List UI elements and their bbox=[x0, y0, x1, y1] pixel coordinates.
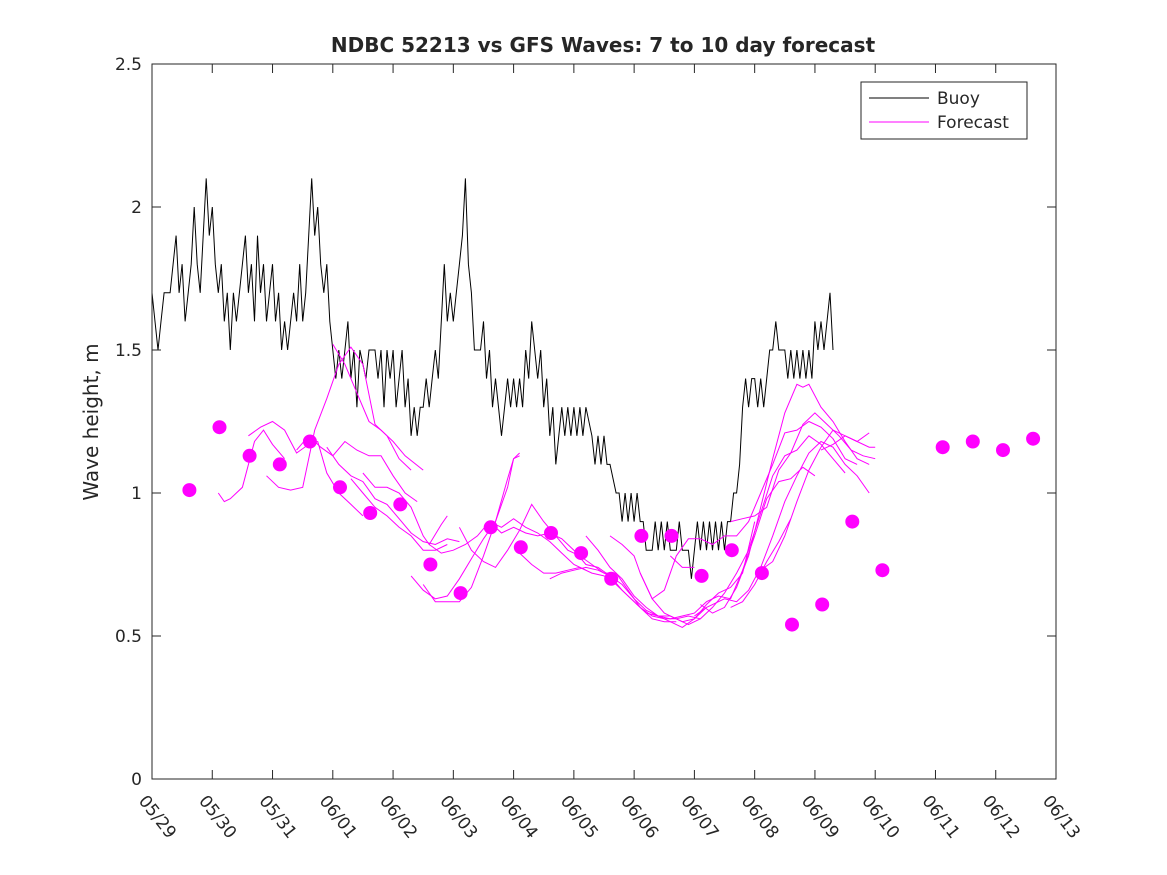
x-tick-label: 06/05 bbox=[556, 792, 602, 843]
forecast-marker-16 bbox=[634, 528, 649, 543]
forecast-series-line-19 bbox=[669, 555, 695, 568]
forecast-marker-27 bbox=[996, 443, 1010, 458]
y-tick-label: 1 bbox=[131, 484, 142, 504]
forecast-series-line-15 bbox=[549, 521, 756, 628]
forecast-marker-24 bbox=[875, 563, 890, 578]
x-tick-label: 06/07 bbox=[676, 792, 722, 843]
forecast-series-line-4 bbox=[296, 435, 418, 503]
forecast-marker-23 bbox=[845, 514, 860, 529]
y-tick-label: 0.5 bbox=[115, 627, 142, 647]
forecast-marker-17 bbox=[664, 528, 679, 543]
forecast-series-line-16 bbox=[585, 466, 816, 620]
forecast-marker-15 bbox=[604, 571, 619, 586]
legend-label-buoy: Buoy bbox=[937, 89, 980, 109]
forecast-series-line-21 bbox=[730, 412, 876, 523]
x-tick-label: 06/08 bbox=[737, 792, 783, 843]
forecast-marker-8 bbox=[393, 497, 408, 512]
x-tick-label: 06/10 bbox=[857, 792, 903, 843]
forecast-series-line-9 bbox=[410, 455, 520, 600]
forecast-marker-13 bbox=[544, 526, 558, 540]
plot-area-frame bbox=[151, 63, 1057, 780]
forecast-marker-7 bbox=[363, 506, 378, 520]
x-tick-label: 05/31 bbox=[255, 792, 301, 843]
legend-box bbox=[860, 81, 1028, 140]
forecast-marker-1 bbox=[182, 483, 197, 498]
forecast-series-line-22 bbox=[760, 429, 876, 571]
forecast-series-line-2 bbox=[248, 420, 364, 517]
forecast-marker-4 bbox=[272, 457, 287, 472]
forecast-series-line-8 bbox=[362, 472, 448, 546]
forecast-series-line-5 bbox=[332, 344, 424, 471]
forecast-marker-2 bbox=[212, 420, 227, 435]
forecast-marker-22 bbox=[815, 597, 830, 612]
legend-label-forecast: Forecast bbox=[937, 113, 1009, 133]
y-axis-label: Wave height, m bbox=[79, 343, 103, 500]
x-tick-label: 06/12 bbox=[978, 792, 1024, 843]
x-tick-label: 05/29 bbox=[134, 792, 180, 843]
forecast-marker-20 bbox=[754, 566, 769, 581]
forecast-series-line-7 bbox=[350, 478, 448, 551]
x-tick-label: 06/13 bbox=[1038, 792, 1084, 843]
forecast-marker-19 bbox=[724, 543, 739, 558]
forecast-marker-5 bbox=[302, 434, 317, 449]
y-tick-label: 2.5 bbox=[115, 55, 142, 75]
x-tick-label: 06/02 bbox=[375, 792, 421, 843]
forecast-marker-25 bbox=[935, 440, 950, 455]
x-tick-label: 06/11 bbox=[918, 792, 964, 843]
x-tick-label: 06/03 bbox=[435, 792, 481, 843]
buoy-series-line bbox=[151, 178, 834, 579]
forecast-series-line-18 bbox=[639, 420, 858, 600]
forecast-marker-11 bbox=[483, 520, 498, 535]
y-tick-label: 0 bbox=[131, 770, 142, 790]
x-tick-label: 06/09 bbox=[797, 792, 843, 843]
forecast-series-line-10 bbox=[422, 452, 520, 603]
forecast-marker-6 bbox=[333, 480, 347, 495]
forecast-marker-12 bbox=[513, 540, 528, 555]
forecast-series-line-20 bbox=[700, 383, 870, 614]
forecast-series-line-1 bbox=[217, 429, 285, 503]
forecast-marker-14 bbox=[574, 546, 589, 561]
x-tick-label: 06/01 bbox=[315, 792, 361, 843]
forecast-marker-26 bbox=[965, 434, 980, 449]
forecast-series-line-23 bbox=[820, 432, 870, 451]
forecast-series-line-6 bbox=[326, 446, 460, 546]
x-tick-label: 06/06 bbox=[616, 792, 662, 843]
forecast-marker-3 bbox=[242, 448, 257, 463]
chart-title: NDBC 52213 vs GFS Waves: 7 to 10 day for… bbox=[331, 33, 876, 57]
x-tick-label: 06/04 bbox=[496, 792, 542, 843]
y-tick-label: 1.5 bbox=[115, 341, 142, 361]
forecast-marker-18 bbox=[694, 568, 709, 583]
y-tick-label: 2 bbox=[131, 198, 142, 218]
forecast-marker-9 bbox=[423, 557, 438, 572]
forecast-marker-10 bbox=[453, 586, 468, 601]
forecast-marker-28 bbox=[1026, 431, 1041, 446]
x-tick-label: 05/30 bbox=[194, 792, 240, 843]
forecast-series-line-14 bbox=[519, 552, 701, 620]
forecast-series-line-24 bbox=[694, 440, 870, 617]
forecast-series-line-11 bbox=[428, 518, 587, 571]
forecast-marker-21 bbox=[785, 617, 799, 632]
